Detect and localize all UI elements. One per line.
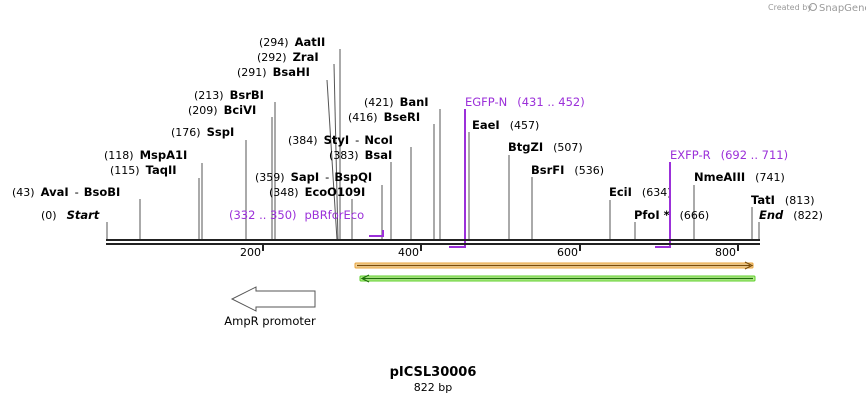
primer-label-egfp-n: EGFP-N (431 .. 452): [465, 95, 585, 109]
backbone-bottom-strand: [106, 243, 760, 245]
orf-forward-arrowhead-icon: [744, 261, 754, 270]
site-label-btgzi: BtgZI (507): [508, 140, 583, 154]
ruler-label-600: 600: [557, 246, 578, 259]
backbone-top-strand: [106, 239, 760, 241]
ruler-label-200: 200: [240, 246, 261, 259]
site-label-sspi: (176) SspI: [171, 125, 234, 139]
site-labels: (43) AvaI - BsoBI (0) Start (115) TaqII (118)…: [12, 35, 823, 222]
credit-prefix: Created by: [768, 3, 812, 12]
site-label-ecoo109i: (348) EcoO109I: [269, 185, 365, 199]
primer-labels: (332 .. 350) pBRforEco EGFP-N (431 .. 452)…: [229, 95, 788, 222]
brand-name: SnapGene: [819, 3, 866, 14]
site-label-start: (0) Start: [41, 208, 100, 222]
site-label-pfoi: PfoI * (666): [634, 208, 709, 222]
primer-arrows: [369, 109, 671, 248]
primer-arrow-pbrforeco: [369, 230, 384, 237]
site-label-bcivi: (209) BciVI: [188, 103, 256, 117]
site-label-tati: TatI (813): [751, 193, 815, 207]
primer-arrow-egfp-n: [449, 109, 466, 248]
primer-label-exfp-r: EXFP-R (692 .. 711): [670, 148, 788, 162]
ruler-label-400: 400: [398, 246, 419, 259]
orf-forward: [354, 261, 754, 270]
site-label-taqii: (115) TaqII: [110, 163, 177, 177]
ruler-label-800: 800: [715, 246, 736, 259]
site-line-zrai: [333, 63, 339, 241]
feature-label-ampr-promoter: AmpR promoter: [224, 314, 316, 328]
site-label-nmeaiii: NmeAIII (741): [694, 170, 785, 184]
ampr-promoter-arrow-icon: [230, 286, 316, 312]
snapgene-logo-icon: [809, 3, 817, 11]
ruler: 200 400 600 800: [240, 245, 739, 259]
site-label-eaei: EaeI (457): [472, 118, 539, 132]
site-label-ecii: EciI (634): [609, 185, 672, 199]
orf-reverse-arrowhead-icon: [360, 274, 370, 283]
site-line-bsahi: [326, 79, 338, 241]
site-label-mspa1i: (118) MspA1I: [104, 148, 187, 162]
orf-reverse: [359, 274, 756, 283]
site-label-bani: (421) BanI: [364, 95, 429, 109]
site-label-bsai: (383) BsaI: [329, 148, 392, 162]
site-label-zrai: (292) ZraI: [257, 50, 319, 64]
site-label-bsrfi: BsrFI (536): [531, 163, 604, 177]
site-label-bsrbi: (213) BsrBI: [194, 88, 264, 102]
site-label-styi: (384) StyI - NcoI: [288, 133, 393, 147]
primer-label-pbrforeco: (332 .. 350) pBRforEco: [229, 208, 364, 222]
site-label-avai: (43) AvaI - BsoBI: [12, 185, 120, 199]
site-lines: [106, 49, 760, 241]
site-label-end: End (822): [759, 208, 823, 222]
site-label-aatii: (294) AatII: [259, 35, 325, 49]
site-label-sapi: (359) SapI - BspQI: [255, 170, 372, 184]
plasmid-length: 822 bp: [414, 381, 452, 394]
site-label-bsahi: (291) BsaHI: [237, 65, 310, 79]
primer-arrow-exfp-r: [655, 162, 671, 248]
plasmid-title: pICSL30006: [390, 365, 477, 380]
site-label-bseri: (416) BseRI: [348, 110, 420, 124]
